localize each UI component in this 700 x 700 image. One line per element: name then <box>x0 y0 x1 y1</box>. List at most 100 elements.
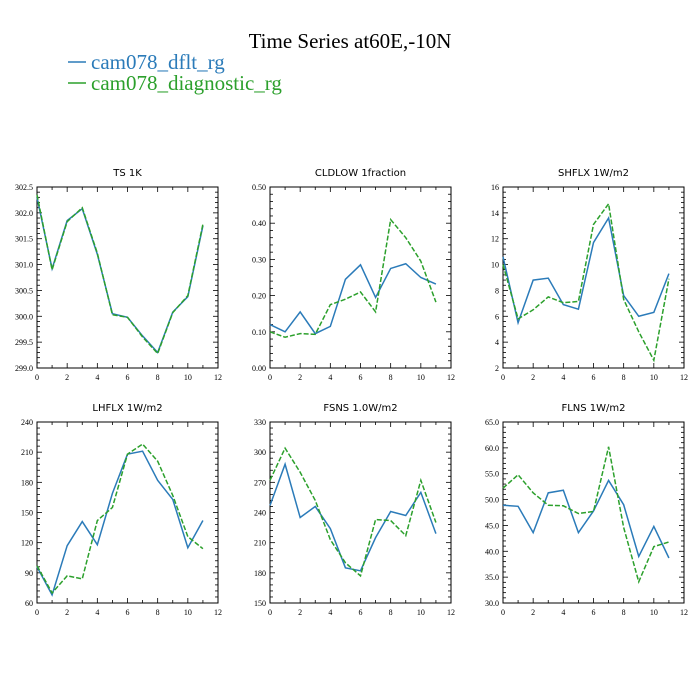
y-tick-label: 2 <box>495 364 499 373</box>
y-tick-label: 300.5 <box>15 286 33 295</box>
y-tick-label: 0.00 <box>252 364 266 373</box>
y-tick-label: 0.30 <box>252 255 266 264</box>
y-tick-label: 4 <box>495 338 499 347</box>
y-tick-label: 240 <box>254 509 266 518</box>
y-tick-label: 0.50 <box>252 183 266 192</box>
y-tick-label: 14 <box>491 209 499 218</box>
x-tick-label: 4 <box>328 608 332 617</box>
x-tick-label: 8 <box>156 608 160 617</box>
x-tick-label: 10 <box>417 608 425 617</box>
plot-frame <box>502 421 685 604</box>
x-tick-label: 2 <box>298 373 302 382</box>
series-line-dflt <box>269 262 437 335</box>
series-line-diagnostic <box>502 201 670 363</box>
y-tick-label: 302.5 <box>15 183 33 192</box>
series-line-diagnostic <box>269 446 437 578</box>
series-line-diagnostic <box>502 446 670 585</box>
legend-label-diagnostic: cam078_diagnostic_rg <box>91 71 282 95</box>
y-tick-label: 270 <box>254 478 266 487</box>
panel-title: SHFLX 1W/m2 <box>558 168 629 179</box>
plot-frame <box>269 186 452 369</box>
series-line-diagnostic <box>36 443 204 595</box>
y-tick-label: 60.0 <box>485 444 499 453</box>
y-tick-label: 300.0 <box>15 312 33 321</box>
y-tick-label: 16 <box>491 183 499 192</box>
y-tick-label: 45.0 <box>485 521 499 530</box>
x-tick-label: 10 <box>184 373 192 382</box>
y-tick-label: 210 <box>254 539 266 548</box>
x-tick-label: 12 <box>214 608 222 617</box>
y-tick-label: 299.0 <box>15 364 33 373</box>
y-tick-label: 210 <box>21 448 33 457</box>
x-tick-label: 8 <box>622 608 626 617</box>
x-tick-label: 10 <box>184 608 192 617</box>
y-tick-label: 12 <box>491 235 499 244</box>
x-tick-label: 12 <box>447 373 455 382</box>
x-tick-label: 6 <box>359 608 363 617</box>
x-tick-label: 0 <box>501 373 505 382</box>
y-tick-label: 6 <box>495 312 499 321</box>
series-line-diagnostic <box>36 194 204 355</box>
y-tick-label: 65.0 <box>485 418 499 427</box>
y-tick-label: 330 <box>254 418 266 427</box>
y-tick-label: 240 <box>21 418 33 427</box>
y-tick-label: 180 <box>21 478 33 487</box>
panel-title: LHFLX 1W/m2 <box>92 403 162 414</box>
panel-fsns: FSNS 1.0W/m2 0 2 4 6 8 10 12 150 180 210 240 270 300 3… <box>254 403 455 617</box>
y-tick-label: 40.0 <box>485 547 499 556</box>
x-tick-label: 4 <box>95 373 99 382</box>
x-tick-label: 8 <box>389 608 393 617</box>
x-tick-label: 10 <box>417 373 425 382</box>
main-title: Time Series at60E,-10N <box>249 29 452 53</box>
y-tick-label: 90 <box>25 569 33 578</box>
x-tick-label: 6 <box>359 373 363 382</box>
x-tick-label: 8 <box>622 373 626 382</box>
y-tick-label: 55.0 <box>485 470 499 479</box>
x-tick-label: 12 <box>214 373 222 382</box>
panel-title: CLDLOW 1fraction <box>315 168 406 179</box>
y-tick-label: 301.5 <box>15 235 33 244</box>
x-tick-label: 4 <box>95 608 99 617</box>
panel-title: TS 1K <box>112 168 142 179</box>
x-tick-label: 2 <box>65 373 69 382</box>
y-tick-label: 300 <box>254 448 266 457</box>
plot-frame <box>36 421 219 604</box>
y-tick-label: 10 <box>491 261 499 270</box>
series-line-dflt <box>502 478 670 559</box>
series-line-dflt <box>36 450 204 597</box>
series-line-dflt <box>502 215 670 326</box>
series-line-diagnostic <box>269 217 437 339</box>
y-tick-label: 8 <box>495 286 499 295</box>
x-tick-label: 6 <box>126 608 130 617</box>
legend-label-dflt: cam078_dflt_rg <box>91 50 225 74</box>
panel-lhflx: LHFLX 1W/m2 0 2 4 6 8 10 12 60 90 120 150 180 210 240 <box>21 403 222 617</box>
x-tick-label: 2 <box>531 608 535 617</box>
y-tick-label: 0.40 <box>252 219 266 228</box>
plot-frame <box>36 186 219 369</box>
series-line-dflt <box>36 197 204 354</box>
x-tick-label: 6 <box>592 373 596 382</box>
x-tick-label: 0 <box>35 608 39 617</box>
x-tick-label: 8 <box>389 373 393 382</box>
x-tick-label: 2 <box>65 608 69 617</box>
y-tick-label: 299.5 <box>15 338 33 347</box>
y-tick-label: 35.0 <box>485 573 499 582</box>
panel-title: FLNS 1W/m2 <box>561 403 625 414</box>
y-tick-label: 301.0 <box>15 261 33 270</box>
x-tick-label: 2 <box>531 373 535 382</box>
x-tick-label: 4 <box>328 373 332 382</box>
x-tick-label: 12 <box>680 373 688 382</box>
panel-cldlow: CLDLOW 1fraction 0 2 4 6 8 10 12 0.00 0.10 0.20 0.3… <box>252 168 455 382</box>
y-tick-label: 0.10 <box>252 328 266 337</box>
y-tick-label: 150 <box>21 509 33 518</box>
y-tick-label: 30.0 <box>485 599 499 608</box>
x-tick-label: 6 <box>126 373 130 382</box>
panel-title: FSNS 1.0W/m2 <box>323 403 397 414</box>
x-tick-label: 0 <box>268 373 272 382</box>
y-tick-label: 60 <box>25 599 33 608</box>
y-tick-label: 0.20 <box>252 292 266 301</box>
x-tick-label: 12 <box>447 608 455 617</box>
y-tick-label: 50.0 <box>485 496 499 505</box>
